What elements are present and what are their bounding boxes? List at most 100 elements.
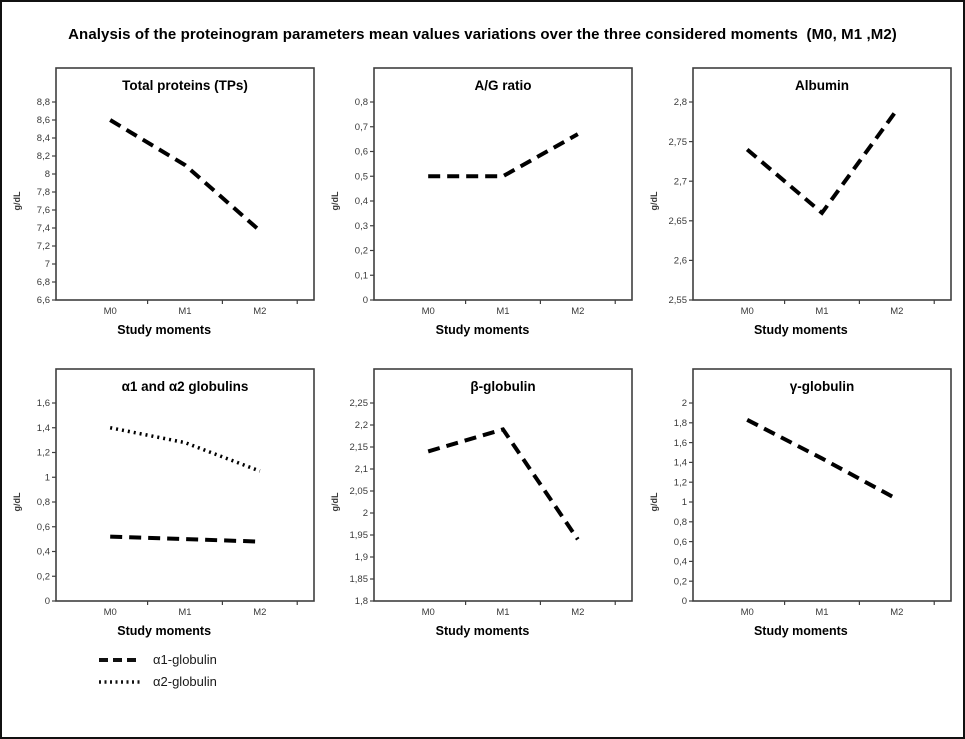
y-tick-label: 0,1 xyxy=(355,270,368,281)
y-tick-label: 0,8 xyxy=(37,497,50,508)
y-tick-label: 0,3 xyxy=(355,221,368,232)
y-tick-label: 1,6 xyxy=(674,438,687,449)
legend-label: α2-globulin xyxy=(153,674,217,689)
y-tick-label: 0,7 xyxy=(355,122,368,133)
figure-title: Analysis of the proteinogram parameters … xyxy=(68,25,897,43)
x-tick-label: M2 xyxy=(572,607,585,618)
y-tick-label: 0,2 xyxy=(674,576,687,587)
x-axis-title: Study moments xyxy=(753,323,848,337)
y-tick-label: 7,6 xyxy=(37,205,50,216)
x-tick-label: M1 xyxy=(497,607,510,618)
y-tick-label: 7 xyxy=(45,259,50,270)
x-tick-label: M1 xyxy=(179,607,192,618)
x-tick-label: M0 xyxy=(104,607,117,618)
x-tick-label: M0 xyxy=(422,607,435,618)
y-tick-label: 2,1 xyxy=(355,464,368,475)
chart-title: A/G ratio xyxy=(475,78,532,93)
y-tick-label: 0,4 xyxy=(37,547,50,558)
y-tick-label: 0,6 xyxy=(674,537,687,548)
chart-svg-ag-ratio: A/G ratio 0 0,1 0,2 0,3 0,4 0,5 0,6 0,7 0,8 g/dL M0… xyxy=(330,67,634,317)
y-tick-label: 2,65 xyxy=(668,216,687,227)
axes: Albumin 2,55 2,6 2,65 2,7 2,75 2,8 g/dL M0 M1 M2 xyxy=(649,67,952,317)
y-tick-label: 1,2 xyxy=(674,477,687,488)
y-tick-label: 7,8 xyxy=(37,187,50,198)
legend-item-alpha1: α1-globulin xyxy=(98,652,963,667)
y-tick-label: 6,8 xyxy=(37,277,50,288)
charts-grid: Total proteins (TPs) 6,6 6,8 7 7,2 7,4 7,6 7,8 8… xyxy=(10,66,955,638)
y-tick-label: 0 xyxy=(363,295,368,306)
y-tick-label: 0 xyxy=(45,596,50,607)
y-tick-label: 2,15 xyxy=(350,442,369,453)
y-tick-label: 6,6 xyxy=(37,295,50,306)
x-axis-title: Study moments xyxy=(435,323,530,337)
y-axis-unit: g/dL xyxy=(649,191,659,210)
y-tick-label: 8 xyxy=(45,169,50,180)
chart-total-proteins: Total proteins (TPs) 6,6 6,8 7 7,2 7,4 7,6 7,8 8… xyxy=(10,66,318,337)
chart-title: γ-globulin xyxy=(790,379,855,394)
x-tick-label: M0 xyxy=(422,306,435,317)
series-line xyxy=(110,534,261,544)
series-line xyxy=(428,427,580,541)
dotted-line-swatch xyxy=(99,679,141,684)
y-tick-label: 1,8 xyxy=(674,418,687,429)
x-tick-label: M1 xyxy=(497,306,510,317)
x-tick-label: M1 xyxy=(179,306,192,317)
series-line xyxy=(428,132,580,179)
series-line xyxy=(745,108,899,216)
chart-title: Total proteins (TPs) xyxy=(122,78,248,93)
chart-svg-alpha-globulins: α1 and α2 globulins 0 0,2 0,4 0,6 0,8 1 1,2 1,4 1… xyxy=(12,368,315,618)
y-tick-label: 1 xyxy=(682,497,687,508)
axes: A/G ratio 0 0,1 0,2 0,3 0,4 0,5 0,6 0,7 0,8 g/dL M0… xyxy=(330,67,634,317)
y-tick-label: 7,4 xyxy=(37,223,50,234)
y-tick-label: 8,6 xyxy=(37,115,50,126)
y-tick-label: 7,2 xyxy=(37,241,50,252)
y-tick-label: 0,4 xyxy=(355,196,368,207)
y-axis-unit: g/dL xyxy=(330,191,340,210)
x-tick-label: M2 xyxy=(890,607,903,618)
y-tick-label: 0,6 xyxy=(355,147,368,158)
chart-svg-beta-globulin: β-globulin 1,8 1,85 1,9 1,95 2 2,05 2,1 2,15 2,2 2… xyxy=(330,368,634,618)
x-axis-title: Study moments xyxy=(753,624,848,638)
y-tick-label: 1,2 xyxy=(37,448,50,459)
x-tick-label: M1 xyxy=(815,607,828,618)
x-tick-label: M0 xyxy=(740,607,753,618)
y-axis-unit: g/dL xyxy=(330,492,340,511)
legend-label: α1-globulin xyxy=(153,652,217,667)
chart-albumin: Albumin 2,55 2,6 2,65 2,7 2,75 2,8 g/dL M0 M1 M2 S… xyxy=(647,66,955,337)
legend-item-alpha2: α2-globulin xyxy=(98,674,963,689)
axes: β-globulin 1,8 1,85 1,9 1,95 2 2,05 2,1 2,15 2,2 2… xyxy=(330,368,634,618)
series-line xyxy=(109,426,261,473)
y-tick-label: 0,6 xyxy=(37,522,50,533)
x-tick-label: M0 xyxy=(740,306,753,317)
y-tick-label: 1,4 xyxy=(37,423,50,434)
x-tick-label: M1 xyxy=(815,306,828,317)
y-axis-unit: g/dL xyxy=(12,492,22,511)
chart-beta-globulin: β-globulin 1,8 1,85 1,9 1,95 2 2,05 2,1 2,15 2,2 2… xyxy=(328,367,636,638)
y-tick-label: 2,75 xyxy=(668,137,687,148)
y-axis-unit: g/dL xyxy=(12,191,22,210)
x-tick-label: M0 xyxy=(104,306,117,317)
x-axis-title: Study moments xyxy=(117,323,212,337)
y-tick-label: 2 xyxy=(363,508,368,519)
y-tick-label: 1 xyxy=(45,472,50,483)
y-tick-label: 1,6 xyxy=(37,398,50,409)
series-line xyxy=(109,118,262,233)
y-tick-label: 0,2 xyxy=(37,571,50,582)
y-tick-label: 8,2 xyxy=(37,151,50,162)
y-tick-label: 1,4 xyxy=(674,458,687,469)
y-tick-label: 0,2 xyxy=(355,246,368,257)
y-tick-label: 2,05 xyxy=(350,486,369,497)
x-axis-title: Study moments xyxy=(435,624,530,638)
y-axis-unit: g/dL xyxy=(649,492,659,511)
y-tick-label: 2,8 xyxy=(674,97,687,108)
chart-svg-total-proteins: Total proteins (TPs) 6,6 6,8 7 7,2 7,4 7,6 7,8 8… xyxy=(12,67,315,317)
x-tick-label: M2 xyxy=(572,306,585,317)
series-line xyxy=(746,418,898,501)
y-tick-label: 2,6 xyxy=(674,256,687,267)
y-tick-label: 1,8 xyxy=(355,596,368,607)
dashed-line-swatch xyxy=(99,657,141,662)
y-tick-label: 2,7 xyxy=(674,176,687,187)
chart-svg-gamma-globulin: γ-globulin 0 0,2 0,4 0,6 0,8 1 1,2 1,4 1,6 1,8 2 g/d… xyxy=(649,368,952,618)
x-tick-label: M2 xyxy=(253,607,266,618)
